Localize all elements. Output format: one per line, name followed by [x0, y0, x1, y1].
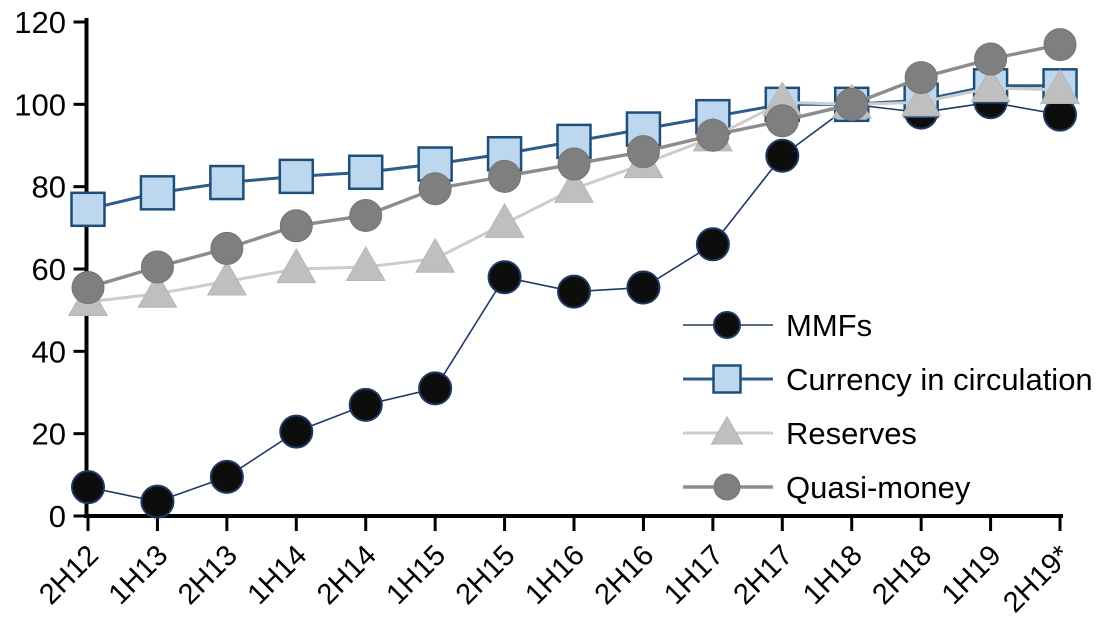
series-mmfs-circle-marker	[695, 227, 730, 262]
series-mmfs-circle-marker	[209, 459, 244, 494]
x-axis-tick-label: 1H18	[797, 539, 869, 611]
series-currency-in-circulation-square-marker	[209, 164, 245, 201]
x-axis-tick-label: 2H17	[728, 539, 800, 611]
y-axis-tick-label: 80	[32, 170, 66, 205]
x-axis-tick-label: 1H14	[242, 539, 314, 611]
x-axis-tick-label: 2H14	[311, 539, 383, 611]
x-axis-tick-label: 1H19	[936, 539, 1008, 611]
series-currency-in-circulation-square-marker	[278, 158, 315, 195]
x-axis-tick-label: 1H15	[380, 539, 452, 611]
series-quasi-money-circle-marker	[765, 104, 799, 138]
legend-label-reserves: Reserves	[786, 416, 917, 451]
series-mmfs-circle-marker	[418, 371, 453, 406]
series-quasi-money-circle-marker	[418, 172, 452, 206]
x-axis-tick-label: 2H18	[866, 539, 938, 611]
x-axis-tick-label: 2H12	[33, 539, 105, 611]
x-axis-tick-label: 1H13	[103, 539, 175, 611]
x-axis-tick-label: 1H17	[658, 539, 730, 611]
series-currency-in-circulation-square-marker	[139, 175, 176, 211]
series-mmfs-circle-marker	[487, 260, 522, 295]
legend-label-currency-in-circulation: Currency in circulation	[786, 362, 1093, 397]
series-quasi-money-circle-marker	[696, 118, 730, 152]
series-quasi-money-circle-marker	[974, 42, 1008, 76]
series-mmfs-circle-marker	[71, 470, 105, 505]
series-quasi-money-circle-marker	[71, 271, 105, 305]
series-quasi-money-circle-marker	[835, 87, 869, 121]
series-quasi-money-circle-marker	[279, 209, 313, 243]
y-axis-tick-label: 0	[49, 499, 66, 534]
y-axis-tick-label: 20	[32, 417, 66, 452]
series-quasi-money-circle-marker	[210, 231, 244, 265]
legend-label-mmfs: MMFs	[786, 308, 872, 343]
series-quasi-money-circle-marker	[140, 250, 174, 284]
x-axis-tick-label: 1H16	[519, 539, 591, 611]
series-reserves-triangle-marker	[206, 260, 247, 296]
series-reserves-triangle-marker	[415, 237, 456, 273]
series-quasi-money-circle-marker	[904, 61, 938, 95]
x-axis-tick-label: 2H16	[589, 539, 661, 611]
series-mmfs-circle-marker	[557, 274, 592, 309]
series-reserves-triangle-marker	[137, 272, 178, 308]
y-axis-tick-label: 60	[32, 252, 66, 287]
series-reserves-triangle-marker	[345, 245, 386, 282]
series-quasi-money-circle-marker	[626, 135, 660, 169]
series-mmfs-circle-marker	[140, 484, 175, 519]
series-mmfs-circle-marker	[348, 387, 383, 422]
legend-label-quasi-money: Quasi-money	[786, 470, 971, 505]
series-mmfs-circle-marker	[279, 414, 314, 449]
series-reserves-triangle-marker	[1039, 68, 1081, 105]
series-mmfs-circle-marker	[626, 270, 661, 305]
series-mmfs-circle-marker	[765, 138, 800, 173]
series-reserves-triangle-marker	[901, 81, 942, 117]
series-quasi-money-circle-marker	[488, 159, 522, 193]
series-currency-in-circulation-square-marker	[347, 154, 384, 191]
y-axis-tick-label: 100	[14, 87, 66, 122]
x-axis-tick-label: 2H15	[450, 539, 522, 611]
y-axis-tick-label: 120	[14, 5, 66, 40]
series-quasi-money-circle-marker	[349, 198, 383, 232]
y-axis-tick-label: 40	[32, 334, 66, 369]
legend-reserves-triangle-marker	[710, 415, 744, 445]
series-reserves-triangle-marker	[970, 66, 1011, 102]
series-quasi-money-circle-marker	[1043, 28, 1077, 62]
series-reserves-triangle-marker	[553, 167, 595, 203]
legend-currency-in-circulation-square-marker	[712, 364, 742, 394]
x-axis-tick-label: 2H13	[172, 539, 244, 611]
x-axis-tick-label: 2H19*	[997, 539, 1077, 619]
series-quasi-money-circle-marker	[557, 147, 591, 181]
legend-mmfs-circle-marker	[713, 311, 741, 339]
legend-quasi-money-circle-marker	[713, 473, 741, 501]
series-reserves-triangle-marker	[276, 247, 317, 284]
series-reserves-triangle-marker	[484, 202, 525, 238]
series-currency-in-circulation-square-marker	[70, 191, 106, 228]
